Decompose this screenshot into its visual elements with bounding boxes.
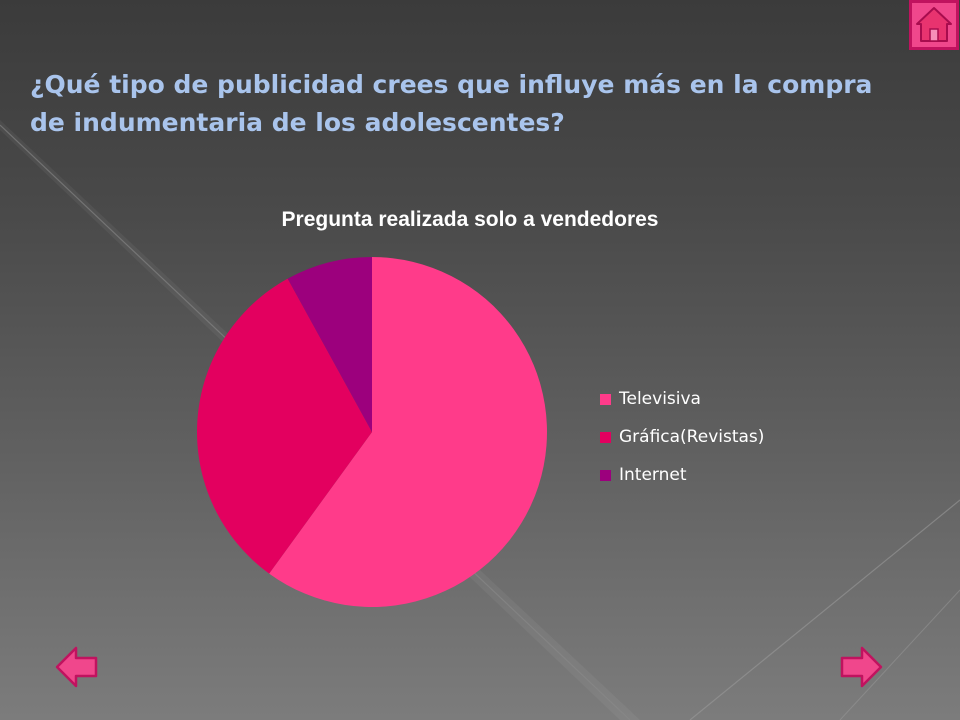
home-button[interactable]: [909, 0, 959, 50]
pie-slice-televisiva: [269, 257, 547, 607]
pie-slice-grafica: [197, 278, 372, 574]
pie-chart: [197, 257, 547, 607]
next-slide-button[interactable]: [838, 644, 884, 690]
legend-item-televisiva: Televisiva: [600, 380, 764, 418]
pie-slice-internet: [287, 257, 372, 432]
legend-item-internet: Internet: [600, 456, 764, 494]
legend-label: Internet: [619, 465, 687, 485]
legend-swatch: [600, 469, 611, 481]
legend-label: Televisiva: [619, 389, 701, 409]
arrow-left-icon: [55, 646, 98, 688]
chart-legend: Televisiva Gráfica(Revistas) Internet: [600, 380, 764, 494]
legend-swatch: [600, 431, 611, 443]
legend-swatch: [600, 393, 611, 405]
legend-item-grafica: Gráfica(Revistas): [600, 418, 764, 456]
home-icon: [909, 0, 959, 50]
chart-title: Pregunta realizada solo a vendedores: [281, 208, 659, 231]
prev-slide-button[interactable]: [54, 644, 100, 690]
slide-title: ¿Qué tipo de publicidad crees que influy…: [30, 70, 873, 137]
arrow-right-icon: [840, 646, 883, 688]
legend-label: Gráfica(Revistas): [619, 427, 765, 447]
